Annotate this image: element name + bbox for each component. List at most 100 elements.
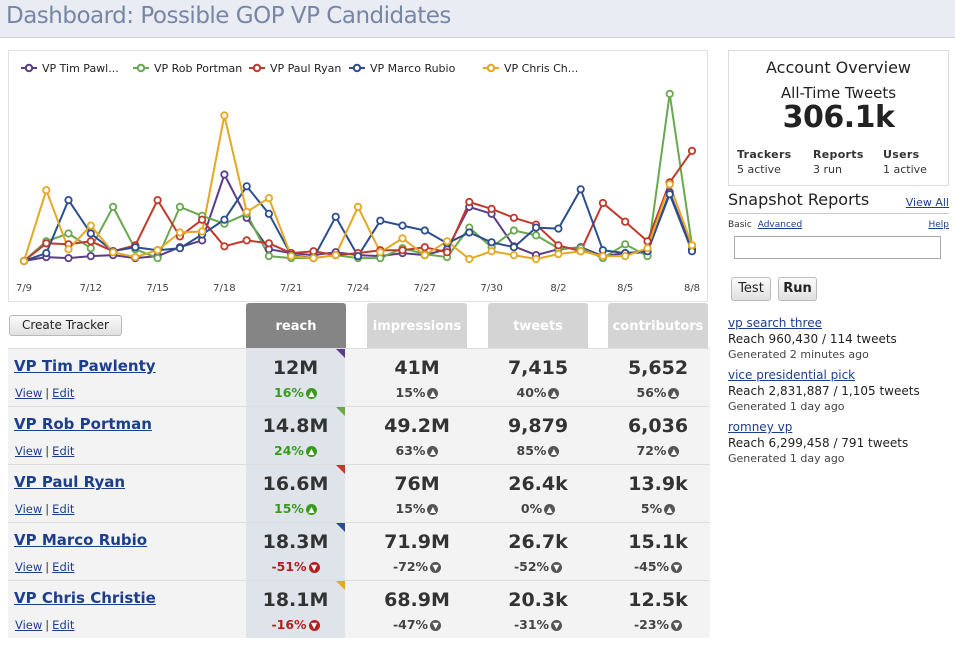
snapshot-query-input[interactable] (734, 236, 941, 259)
data-point[interactable] (175, 228, 184, 237)
legend-label[interactable]: VP Chris Ch... (504, 62, 578, 75)
edit-link[interactable]: Edit (52, 444, 75, 458)
data-point[interactable] (554, 224, 563, 233)
data-point[interactable] (64, 254, 73, 263)
data-point[interactable] (442, 248, 452, 257)
data-point[interactable] (331, 251, 340, 260)
data-point[interactable] (86, 244, 95, 253)
data-point[interactable] (621, 217, 630, 226)
data-point[interactable] (242, 182, 251, 191)
data-point[interactable] (131, 253, 140, 262)
data-point[interactable] (86, 221, 95, 230)
data-point[interactable] (198, 215, 207, 224)
data-point[interactable] (109, 202, 118, 211)
data-point[interactable] (554, 250, 563, 259)
data-point[interactable] (465, 228, 474, 237)
data-point[interactable] (220, 170, 229, 179)
data-point[interactable] (64, 229, 73, 238)
mode-basic[interactable]: Basic (728, 220, 752, 230)
data-point[interactable] (598, 252, 608, 261)
data-point[interactable] (465, 254, 474, 264)
edit-link[interactable]: Edit (52, 618, 75, 632)
data-point[interactable] (42, 186, 51, 195)
data-point[interactable] (643, 237, 652, 246)
data-point[interactable] (487, 238, 496, 247)
data-point[interactable] (531, 231, 541, 240)
data-point[interactable] (554, 241, 563, 250)
data-point[interactable] (509, 251, 518, 260)
data-point[interactable] (42, 249, 51, 258)
data-point[interactable] (598, 198, 608, 208)
data-point[interactable] (264, 194, 273, 203)
view-link[interactable]: View (15, 618, 43, 632)
data-point[interactable] (153, 196, 162, 205)
data-point[interactable] (309, 254, 318, 263)
view-link[interactable]: View (15, 560, 43, 574)
run-button[interactable]: Run (778, 277, 817, 301)
mode-advanced-link[interactable]: Advanced (757, 220, 803, 230)
data-point[interactable] (331, 212, 340, 221)
data-point[interactable] (621, 240, 630, 249)
tab-reach[interactable]: reach (246, 303, 346, 355)
data-point[interactable] (576, 247, 585, 256)
legend-label[interactable]: VP Marco Rubio (370, 62, 456, 75)
legend-label[interactable]: VP Rob Portman (154, 62, 242, 75)
data-point[interactable] (86, 252, 95, 261)
data-point[interactable] (153, 254, 162, 263)
view-all-link[interactable]: View All (905, 196, 949, 209)
data-point[interactable] (264, 239, 273, 248)
tracker-name-link[interactable]: VP Rob Portman (14, 415, 152, 433)
data-point[interactable] (353, 202, 363, 211)
data-point[interactable] (531, 254, 541, 264)
data-point[interactable] (376, 216, 385, 225)
data-point[interactable] (398, 234, 407, 243)
tracker-name-link[interactable]: VP Paul Ryan (14, 473, 126, 491)
data-point[interactable] (465, 197, 474, 207)
view-link[interactable]: View (15, 386, 43, 400)
edit-link[interactable]: Edit (52, 502, 75, 516)
view-link[interactable]: View (15, 502, 43, 516)
report-name-link[interactable]: romney vp (728, 420, 793, 434)
data-point[interactable] (220, 242, 229, 251)
legend-label[interactable]: VP Paul Ryan (270, 62, 341, 75)
report-name-link[interactable]: vice presidential pick (728, 368, 856, 382)
data-point[interactable] (509, 243, 518, 252)
data-point[interactable] (531, 223, 541, 232)
data-point[interactable] (175, 202, 184, 211)
data-point[interactable] (665, 89, 674, 99)
data-point[interactable] (42, 239, 51, 248)
data-point[interactable] (643, 244, 652, 253)
data-point[interactable] (665, 190, 674, 199)
legend-label[interactable]: VP Tim Pawl... (42, 62, 119, 75)
tab-tweets[interactable]: tweets (488, 303, 588, 348)
data-point[interactable] (442, 237, 452, 246)
data-point[interactable] (687, 241, 697, 250)
data-point[interactable] (287, 252, 296, 261)
data-point[interactable] (198, 227, 207, 236)
create-tracker-button[interactable]: Create Tracker (9, 315, 122, 336)
tracker-name-link[interactable]: VP Chris Christie (14, 589, 156, 607)
data-point[interactable] (131, 243, 140, 252)
report-name-link[interactable]: vp search three (728, 316, 822, 330)
test-button[interactable]: Test (731, 277, 771, 301)
data-point[interactable] (509, 226, 518, 235)
edit-link[interactable]: Edit (52, 560, 75, 574)
data-point[interactable] (242, 207, 251, 216)
data-point[interactable] (376, 248, 385, 257)
data-point[interactable] (242, 236, 251, 245)
data-point[interactable] (398, 221, 407, 230)
data-point[interactable] (621, 252, 630, 261)
data-point[interactable] (264, 252, 273, 261)
data-point[interactable] (353, 252, 363, 261)
view-link[interactable]: View (15, 444, 43, 458)
data-point[interactable] (264, 209, 273, 218)
data-point[interactable] (19, 256, 29, 266)
data-point[interactable] (309, 247, 318, 256)
data-point[interactable] (687, 146, 697, 156)
data-point[interactable] (398, 246, 407, 255)
tab-contributors[interactable]: contributors (608, 303, 708, 348)
data-point[interactable] (487, 204, 496, 213)
edit-link[interactable]: Edit (52, 386, 75, 400)
data-point[interactable] (576, 185, 585, 194)
data-point[interactable] (175, 244, 184, 253)
